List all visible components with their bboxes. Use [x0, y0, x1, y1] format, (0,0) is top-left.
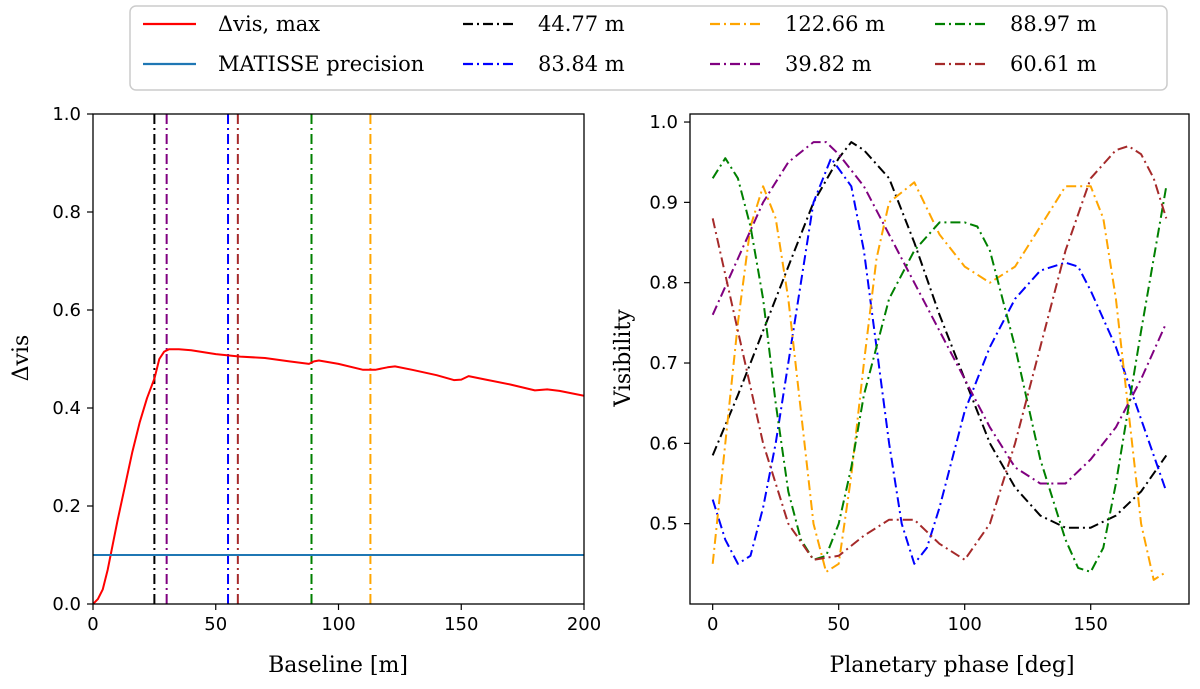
legend-label: 83.84 m [538, 52, 625, 76]
axes-frame [689, 113, 1190, 605]
x-tick-label: 50 [827, 614, 850, 635]
y-tick-label: 1.0 [649, 112, 678, 133]
y-tick-label: 0.6 [52, 300, 81, 321]
y-tick-label: 0.7 [649, 353, 678, 374]
plot-area [711, 141, 1168, 581]
legend-label: 60.61 m [1010, 52, 1097, 76]
plot-area [93, 114, 584, 604]
series-line-88-97-m [711, 157, 1168, 573]
y-tick-label: 0.4 [52, 398, 81, 419]
y-tick-label: 0.9 [649, 192, 678, 213]
y-tick-label: 0.8 [649, 273, 678, 294]
legend-label: 122.66 m [785, 12, 885, 36]
x-tick-label: 150 [1074, 614, 1108, 635]
x-tick-label: 0 [87, 614, 98, 635]
legend-frame [129, 5, 1168, 91]
x-tick-label: 200 [567, 614, 601, 635]
panel-phase: Visibility Planetary phase [deg] 0 50 100 1… [611, 112, 1190, 678]
right-ylabel: Visibility [611, 309, 636, 408]
y-tick-label: 0.2 [52, 496, 81, 517]
x-tick-label: 0 [707, 614, 718, 635]
legend-label: 39.82 m [785, 52, 872, 76]
x-tick-label: 150 [444, 614, 478, 635]
legend-label: 88.97 m [1010, 12, 1097, 36]
legend-label: MATISSE precision [218, 52, 424, 76]
legend: Δvis, max MATISSE precision 44.77 m 83.84 m… [129, 5, 1168, 91]
series-line-122-66-m [711, 181, 1167, 581]
left-xlabel: Baseline [m] [268, 653, 408, 678]
left-ylabel: Δvis [9, 335, 34, 382]
x-tick-label: 50 [204, 614, 227, 635]
y-tick-label: 0.8 [52, 202, 81, 223]
x-tick-label: 100 [948, 614, 982, 635]
series-line-44-77-m [711, 141, 1168, 529]
series-line-39-82-m [711, 141, 1168, 485]
series-line-60-61-m [711, 145, 1168, 561]
panel-baseline: Δvis Baseline [m] 0 50 100 150 200 0.0 0.2 0.4 0… [9, 104, 601, 678]
y-tick-label: 1.0 [52, 104, 81, 125]
legend-label: 44.77 m [538, 12, 625, 36]
series-line-83-84-m [711, 157, 1168, 565]
legend-label: Δvis, max [218, 12, 320, 36]
x-tick-label: 100 [321, 614, 355, 635]
y-tick-label: 0.6 [649, 433, 678, 454]
y-tick-label: 0.0 [52, 594, 81, 615]
y-tick-label: 0.5 [649, 514, 678, 535]
right-xlabel: Planetary phase [deg] [829, 653, 1074, 678]
series-line--vis-max [93, 348, 584, 604]
